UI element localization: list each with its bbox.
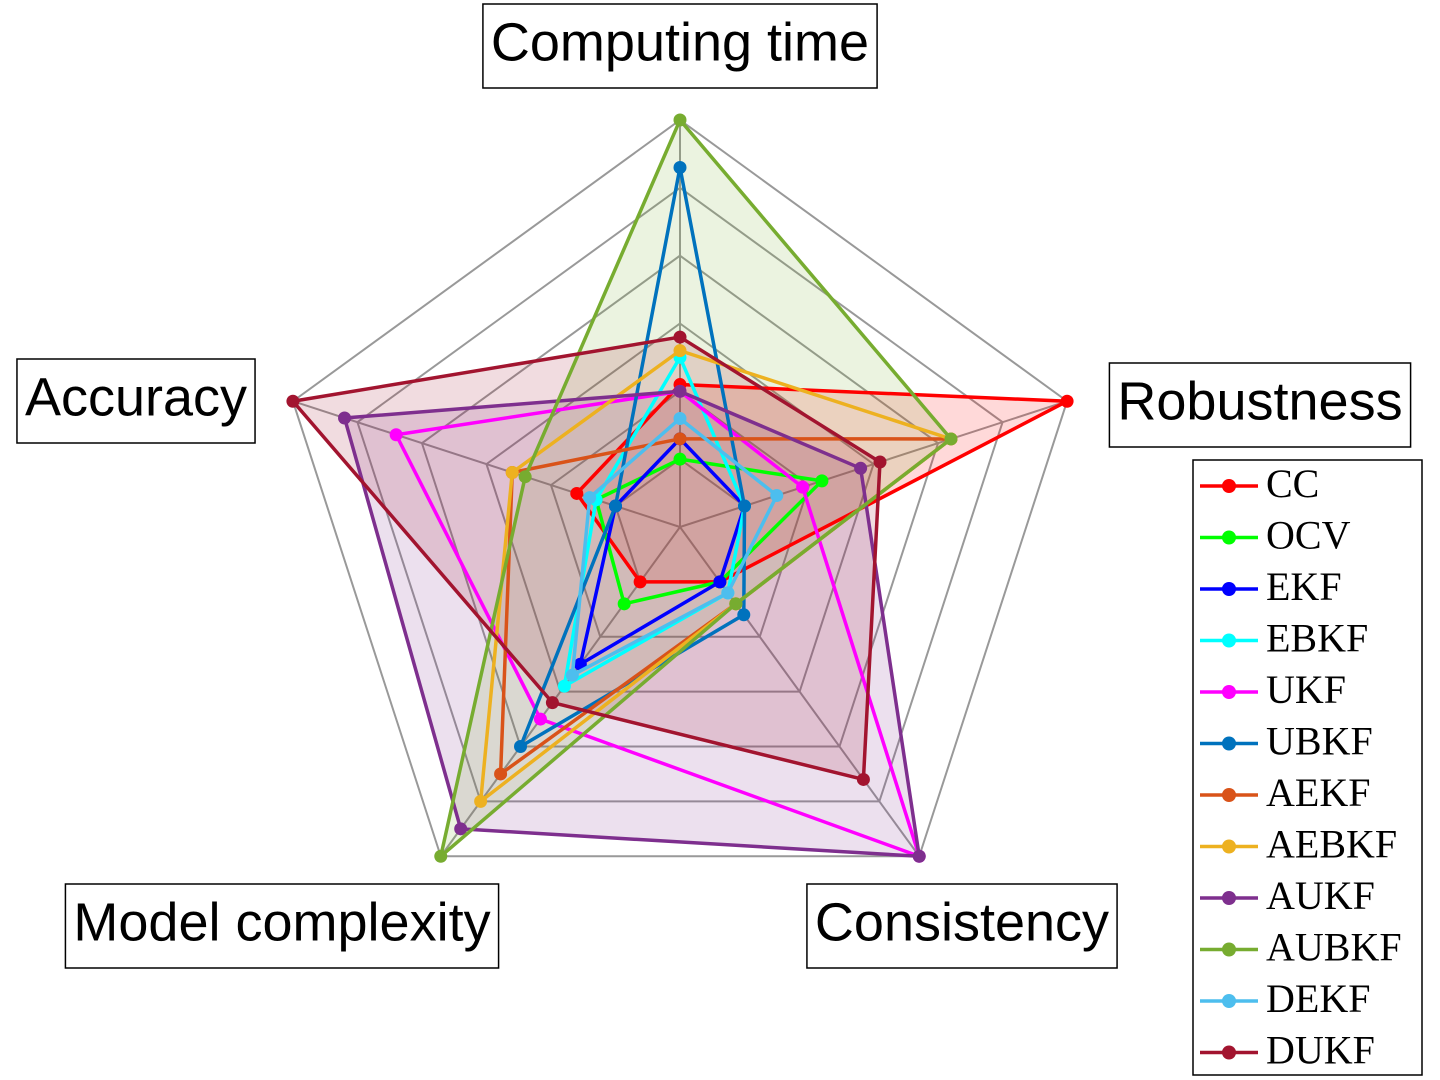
data-point xyxy=(533,712,547,726)
legend-marker xyxy=(1222,1045,1236,1060)
axis-label-box xyxy=(482,3,878,89)
axis-label: Consistency xyxy=(815,892,1109,952)
legend-marker xyxy=(1222,788,1236,802)
axis-label-group: Consistency xyxy=(806,883,1118,969)
series-line xyxy=(594,457,826,606)
data-point xyxy=(673,344,687,358)
legend-label: AUKF xyxy=(1266,873,1375,918)
legend-label: DEKF xyxy=(1266,976,1370,1021)
series-line xyxy=(393,389,922,860)
data-point xyxy=(570,486,584,500)
legend-marker xyxy=(1222,530,1236,545)
axis-label-group: Model complexity xyxy=(64,883,500,969)
grid-ring xyxy=(420,254,940,748)
data-point xyxy=(673,113,687,127)
series-line xyxy=(577,436,747,668)
legend-label: UBKF xyxy=(1266,719,1373,764)
data-point xyxy=(454,822,468,836)
series-line xyxy=(478,348,955,806)
series-line xyxy=(437,116,954,862)
axis-label-box xyxy=(16,358,256,444)
data-point xyxy=(738,499,752,513)
legend-label: AEKF xyxy=(1266,770,1370,815)
legend-marker xyxy=(1222,942,1236,957)
legend-marker xyxy=(1222,891,1236,905)
axis-label-box xyxy=(806,883,1118,969)
data-point xyxy=(518,470,532,484)
data-point xyxy=(633,575,647,589)
data-point xyxy=(557,679,571,693)
data-point xyxy=(608,499,622,513)
axis-label: Robustness xyxy=(1117,371,1402,431)
legend-label: DUKF xyxy=(1266,1028,1375,1073)
data-point xyxy=(514,740,528,754)
axis-label: Computing time xyxy=(491,12,869,72)
data-point xyxy=(434,849,448,863)
data-point xyxy=(389,428,403,442)
data-point xyxy=(854,461,868,475)
grid-ring xyxy=(291,118,1069,858)
data-point xyxy=(673,330,687,344)
legend-label: EKF xyxy=(1266,564,1342,609)
series-line xyxy=(342,389,922,859)
data-point xyxy=(944,432,958,446)
data-point xyxy=(673,432,687,446)
legend-marker xyxy=(1222,633,1236,648)
data-point xyxy=(673,411,687,425)
axis-label-box xyxy=(1108,362,1412,448)
legend-marker xyxy=(1222,582,1236,596)
axis-label-box xyxy=(64,883,500,969)
data-point xyxy=(505,465,519,479)
legend-label: CC xyxy=(1266,461,1319,506)
legend-label: UKF xyxy=(1266,667,1346,712)
series-line xyxy=(289,335,882,782)
axis-label: Model complexity xyxy=(73,892,490,952)
grid-ring xyxy=(549,390,811,638)
legend-label: OCV xyxy=(1266,513,1351,558)
data-point xyxy=(474,794,488,808)
axis-label-group: Robustness xyxy=(1108,362,1412,448)
data-point xyxy=(673,160,687,174)
data-point xyxy=(770,489,784,503)
legend-marker xyxy=(1222,839,1236,854)
legend-label: AUBKF xyxy=(1266,925,1402,970)
data-point xyxy=(1060,394,1074,408)
legend-box xyxy=(1192,459,1423,1076)
data-point xyxy=(673,384,687,398)
data-point xyxy=(873,455,887,469)
data-point xyxy=(815,474,829,488)
legend-marker xyxy=(1222,994,1236,1008)
data-point xyxy=(583,491,597,505)
data-point xyxy=(545,696,559,710)
legend-marker xyxy=(1222,685,1236,699)
data-point xyxy=(856,772,870,786)
data-point xyxy=(565,668,579,682)
legend-label: AEBKF xyxy=(1266,822,1397,867)
series-line xyxy=(498,437,957,778)
data-point xyxy=(796,480,810,494)
legend: CC OCV EKF EBKF UKF UBKF AEKF AEBKF AUKF AUBKF DEK… xyxy=(1192,459,1423,1076)
legend-marker xyxy=(1222,736,1236,751)
data-point xyxy=(729,597,743,611)
data-point xyxy=(713,575,727,589)
data-point xyxy=(737,608,751,622)
series-line xyxy=(574,382,1074,584)
axis-label: Accuracy xyxy=(25,367,247,427)
axis-label-group: Accuracy xyxy=(16,358,256,444)
grid-ring xyxy=(485,322,875,693)
legend-label: EBKF xyxy=(1266,616,1368,661)
axis-label-group: Computing time xyxy=(482,3,878,89)
series-line xyxy=(570,416,779,679)
legend-marker xyxy=(1222,479,1236,493)
data-point xyxy=(617,597,631,611)
data-point xyxy=(286,394,300,408)
data-point xyxy=(912,849,926,863)
data-point xyxy=(494,767,508,781)
data-point xyxy=(721,586,735,600)
data-point xyxy=(673,452,687,466)
data-point xyxy=(338,411,352,425)
series-line xyxy=(562,353,747,690)
